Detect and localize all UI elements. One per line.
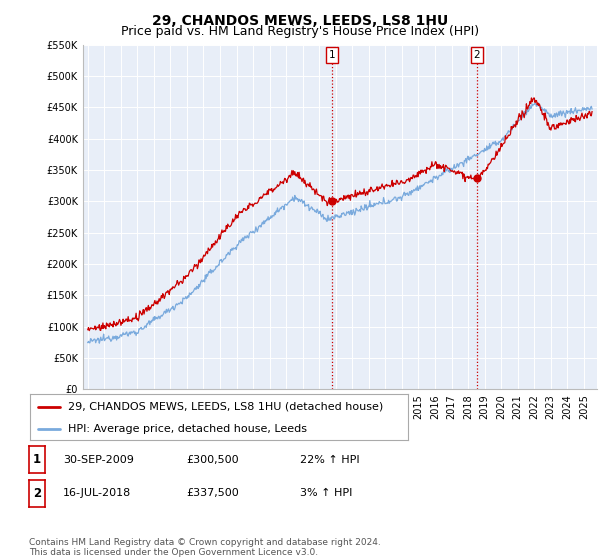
Text: £300,500: £300,500 [186, 455, 239, 465]
Text: £337,500: £337,500 [186, 488, 239, 498]
Text: Contains HM Land Registry data © Crown copyright and database right 2024.
This d: Contains HM Land Registry data © Crown c… [29, 538, 380, 557]
Text: 3% ↑ HPI: 3% ↑ HPI [300, 488, 352, 498]
Text: 1: 1 [328, 50, 335, 60]
Text: 2: 2 [33, 487, 41, 500]
Text: 29, CHANDOS MEWS, LEEDS, LS8 1HU: 29, CHANDOS MEWS, LEEDS, LS8 1HU [152, 14, 448, 28]
Text: HPI: Average price, detached house, Leeds: HPI: Average price, detached house, Leed… [68, 424, 307, 435]
Text: 16-JUL-2018: 16-JUL-2018 [63, 488, 131, 498]
Text: 30-SEP-2009: 30-SEP-2009 [63, 455, 134, 465]
Text: 1: 1 [33, 453, 41, 466]
Text: 29, CHANDOS MEWS, LEEDS, LS8 1HU (detached house): 29, CHANDOS MEWS, LEEDS, LS8 1HU (detach… [68, 402, 383, 412]
Text: Price paid vs. HM Land Registry's House Price Index (HPI): Price paid vs. HM Land Registry's House … [121, 25, 479, 38]
Text: 2: 2 [473, 50, 480, 60]
Text: 22% ↑ HPI: 22% ↑ HPI [300, 455, 359, 465]
